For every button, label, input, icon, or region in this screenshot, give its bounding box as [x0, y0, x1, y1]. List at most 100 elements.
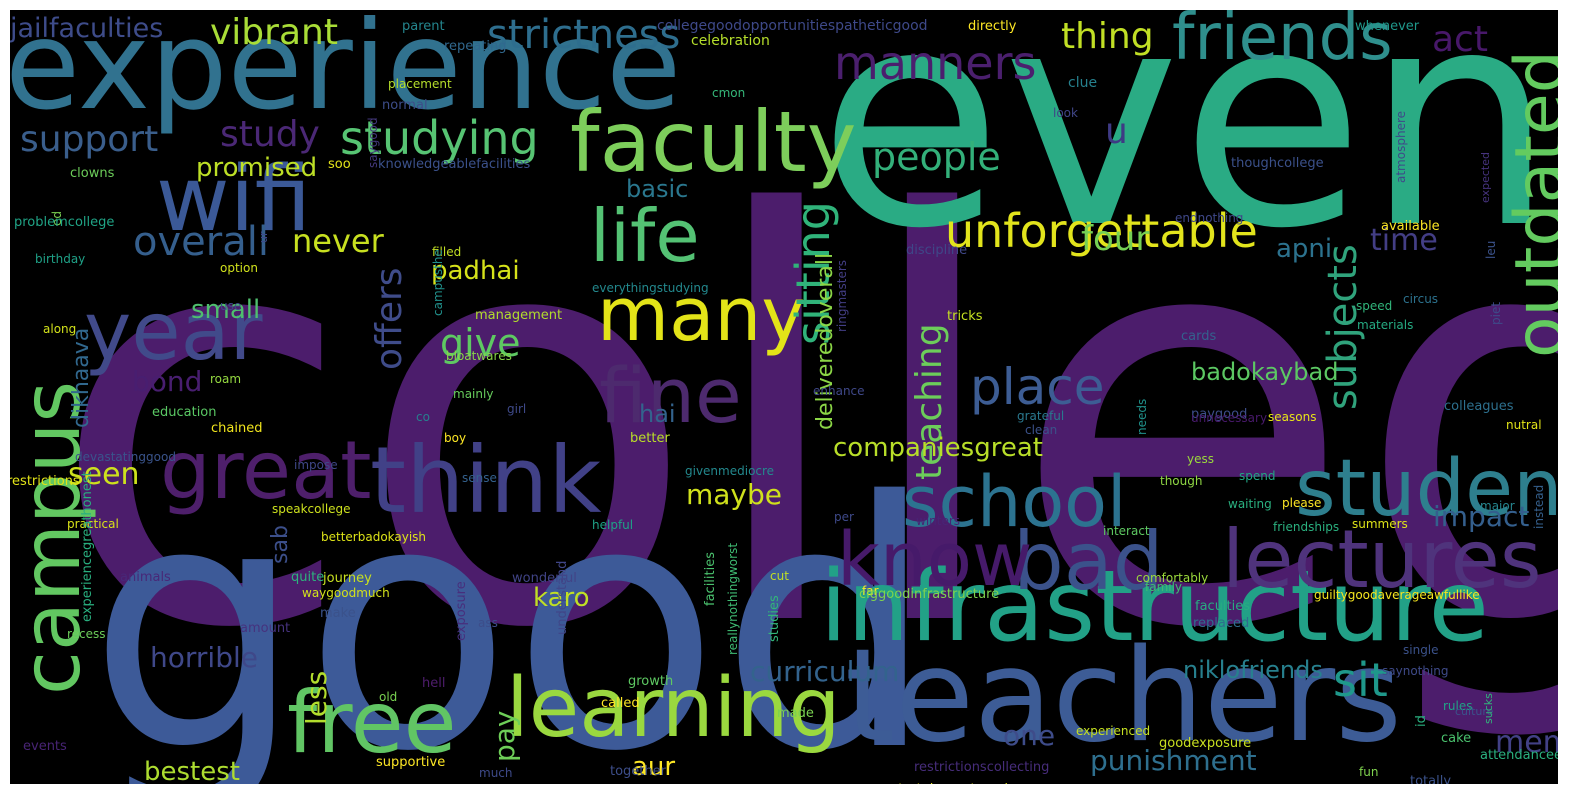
word-bestest: bestest [144, 757, 240, 784]
word-helpful: helpful [592, 518, 634, 532]
word-unforgettable: unforgettable [945, 204, 1258, 258]
word-sense: sense [462, 471, 497, 485]
word-replaced: replaced [1193, 616, 1250, 631]
word-available: available [1381, 219, 1440, 234]
word-horrible: horrible [150, 641, 258, 674]
word-cards: cards [1181, 329, 1217, 344]
word-growth: growth [628, 674, 674, 689]
word-along: along [43, 322, 77, 336]
word-exposure: exposure [454, 581, 469, 641]
word-wifi: wifi [156, 147, 312, 252]
word-guiltygoodaverageawfullike: guiltygoodaverageawfullike [1314, 588, 1480, 602]
word-atmosphere: atmosphere [1394, 111, 1408, 183]
word-companiesgreat: companiesgreat [833, 433, 1043, 463]
word-people: people [872, 135, 1001, 179]
word-jailfaculties: jailfaculties [10, 13, 164, 44]
word-sucks: sucks [1482, 693, 1495, 724]
word-cloud: collegeeven good experience teachersinfrast… [10, 10, 1558, 784]
word-events: events [23, 739, 67, 754]
word-discipline: discipline [906, 243, 968, 258]
word-boy: boy [444, 431, 467, 445]
word-strictness: strictness [487, 12, 681, 58]
word-needs: needs [1135, 398, 1149, 435]
word-though: though [1160, 474, 1203, 488]
word-sit: sit [1333, 653, 1388, 707]
word-waygoodmuch: waygoodmuch [302, 586, 390, 600]
word-seasons: seasons [1268, 410, 1317, 424]
word-deliveredoverall: deliveredoverall [813, 252, 838, 430]
word-chained: chained [211, 421, 263, 436]
word-together: together [610, 764, 666, 779]
word-problemcollege: problemcollege [14, 215, 115, 230]
word-option: option [220, 261, 258, 275]
word-expected: expected [1479, 152, 1492, 203]
word-study: study [220, 114, 320, 155]
word-use: use [220, 299, 242, 313]
word-saynothing: saynothing [1382, 664, 1449, 678]
word-college: college [48, 99, 1558, 751]
word-speed: speed [1356, 299, 1393, 313]
word-badokaybad: badokaybad [1191, 358, 1339, 386]
word-restrictions: restrictions [10, 474, 80, 489]
word-celebration: celebration [691, 33, 770, 49]
word-basic: basic [626, 175, 689, 203]
word-givenmediocre: givenmediocre [685, 464, 775, 478]
word-restrictionscollecting: restrictionscollecting [914, 760, 1050, 775]
word-act: act [1432, 19, 1488, 60]
word-colleagues: colleagues [1444, 399, 1514, 414]
word-maybe: maybe [686, 478, 783, 511]
word-fun: fun [1359, 765, 1379, 779]
word-materials: materials [1357, 318, 1414, 332]
word-quite: quite [291, 570, 325, 585]
word-learning: learning [506, 661, 841, 756]
word-campusthe: campusthe [431, 249, 445, 316]
word-small: small [191, 295, 261, 325]
word-spend: spend [1239, 469, 1276, 483]
word-per: per [834, 510, 854, 524]
word-bond: bond [132, 365, 203, 398]
word-piet: piet [1489, 301, 1503, 325]
word-facilities: facilities [703, 551, 718, 606]
word-curriculum: curriculum [750, 655, 900, 688]
word-totally: totally [1410, 774, 1452, 784]
word-comfortably: comfortably [1136, 571, 1209, 585]
word-free: free [287, 673, 457, 773]
word-bad: bad [1013, 515, 1164, 608]
word-wonderful: wonderful [512, 571, 577, 586]
word-grateful: grateful [1017, 409, 1065, 423]
word-directly: directly [968, 19, 1017, 34]
word-normal: normal [382, 98, 428, 113]
word-life: life [590, 194, 700, 278]
word-good: good [88, 430, 936, 784]
word-clean: clean [1025, 423, 1058, 437]
word-seen: seen [68, 457, 140, 492]
word-vibrant: vibrant [210, 12, 338, 53]
word-four: four [1081, 219, 1150, 259]
word-niklofriends: niklofriends [1183, 656, 1323, 684]
word-enhance: enhance [813, 384, 865, 398]
word-animals: animals [120, 570, 171, 585]
word-please: please [1282, 496, 1322, 510]
word-student: student [1295, 444, 1558, 534]
word-give: give [440, 321, 521, 365]
word-ass: ass [478, 616, 498, 630]
word-filled: filled [432, 245, 462, 259]
word-summers: summers [1352, 517, 1408, 531]
word-thoughcollege: thoughcollege [1231, 156, 1324, 171]
word-cmon: cmon [712, 86, 746, 100]
word-support: support [20, 119, 159, 160]
word-hai: hai [639, 400, 676, 428]
word-culture: culture [1455, 705, 1494, 718]
word-experience: experience [10, 10, 682, 137]
word-major: major [1480, 499, 1515, 513]
word-memories: memories [1495, 725, 1558, 760]
word-manners: manners [834, 36, 1037, 90]
word-single: single [1403, 643, 1439, 657]
word-apni: apni [1276, 234, 1333, 264]
word-school: school [902, 461, 1127, 543]
word-understand: understand [555, 560, 570, 635]
word-devastatinggood: devastatinggood [75, 450, 176, 464]
word-experiencegreathonest: experiencegreathonest [80, 471, 95, 622]
word-impact: impact [1433, 500, 1530, 533]
word-birthday: birthday [35, 252, 86, 266]
